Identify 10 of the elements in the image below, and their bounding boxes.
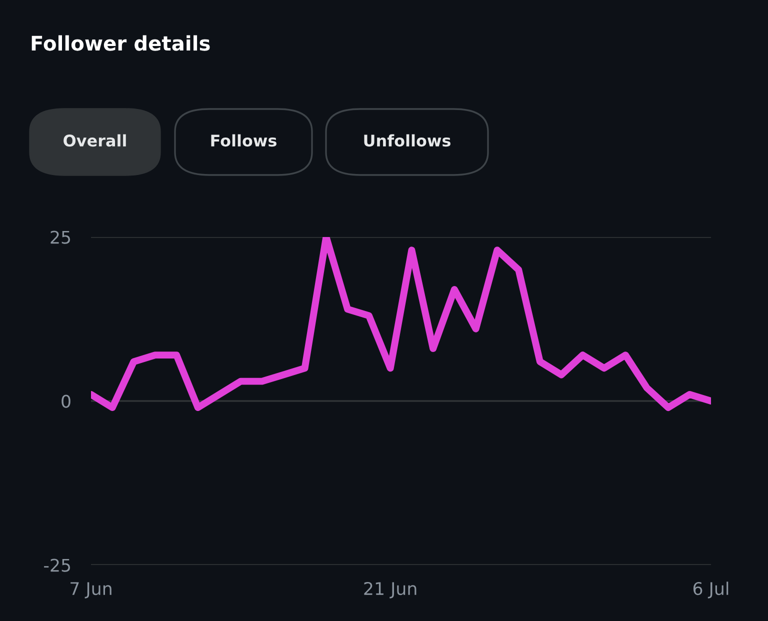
y-tick-label: 0 xyxy=(62,394,70,408)
y-tick-label: 25 xyxy=(50,230,70,244)
x-tick-label: 21 Jun xyxy=(364,582,416,598)
text: Follows xyxy=(211,134,276,147)
x-tick-label: 7 Jun xyxy=(70,582,112,598)
chart-title: Follower details xyxy=(32,35,210,51)
text: Unfollows xyxy=(364,134,450,147)
y-tick-label: -25 xyxy=(44,558,70,572)
text: Overall xyxy=(64,134,126,147)
x-tick-label: 6 Jul xyxy=(693,582,728,598)
